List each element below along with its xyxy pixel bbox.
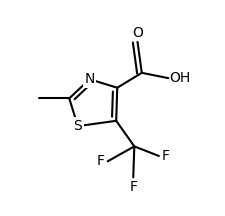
Text: N: N bbox=[84, 72, 94, 86]
Text: O: O bbox=[131, 26, 142, 40]
Text: OH: OH bbox=[169, 71, 190, 85]
Text: F: F bbox=[161, 149, 169, 163]
Text: F: F bbox=[129, 181, 137, 194]
Text: F: F bbox=[96, 154, 104, 168]
Text: S: S bbox=[73, 119, 82, 133]
